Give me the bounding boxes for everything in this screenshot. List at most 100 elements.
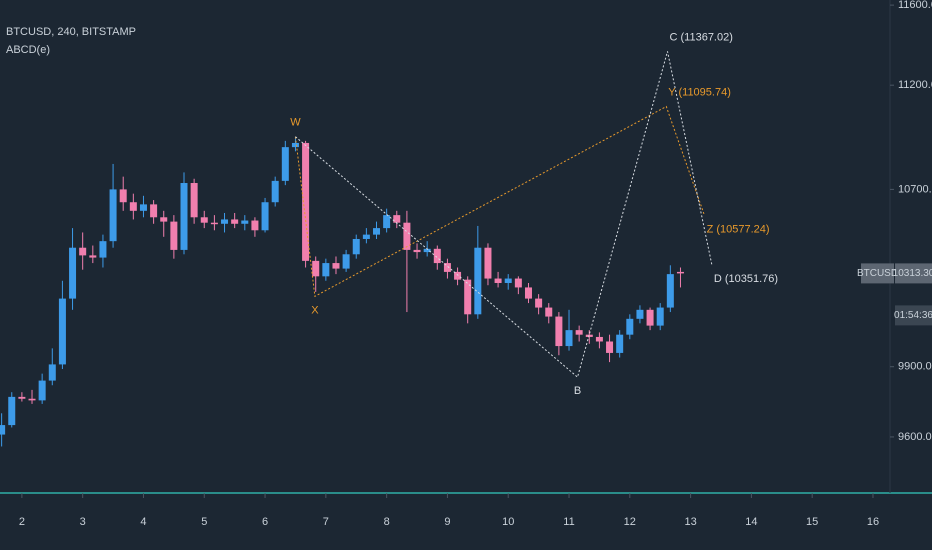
candle-body bbox=[393, 215, 401, 223]
candle-body bbox=[342, 254, 350, 269]
y-tick-label: 11600.00 bbox=[898, 0, 932, 11]
x-tick-label: 2 bbox=[19, 516, 25, 528]
candle-body bbox=[38, 380, 46, 401]
candle-body bbox=[454, 271, 462, 280]
candle-body bbox=[494, 278, 502, 283]
symbol-title: BTCUSD, 240, BITSTAMP bbox=[6, 26, 136, 38]
indicator-name: ABCD(e) bbox=[6, 44, 50, 56]
y-tick-label: 9600.00 bbox=[898, 431, 932, 443]
wxyz-point-label: Z (10577.24) bbox=[707, 224, 770, 236]
wxyz-pattern-line bbox=[294, 105, 706, 298]
candle-body bbox=[291, 142, 299, 148]
candle-body bbox=[231, 219, 239, 224]
candle-body bbox=[524, 287, 532, 299]
x-tick-label: 3 bbox=[80, 516, 86, 528]
candle-body bbox=[433, 248, 441, 264]
candle-body bbox=[676, 271, 684, 274]
candle-body bbox=[575, 330, 583, 335]
candle-body bbox=[514, 278, 522, 288]
x-tick-label: 4 bbox=[140, 516, 146, 528]
abcd-point-label: D (10351.76) bbox=[714, 273, 778, 285]
candle-body bbox=[423, 248, 431, 253]
candle-body bbox=[636, 309, 644, 319]
candle-body bbox=[595, 336, 603, 342]
x-tick-label: 14 bbox=[745, 516, 757, 528]
candle-body bbox=[616, 334, 624, 353]
candle-body bbox=[332, 263, 340, 269]
candle-body bbox=[322, 263, 330, 277]
candle-body bbox=[69, 247, 77, 299]
candle-body bbox=[89, 255, 97, 258]
candle-body bbox=[251, 220, 259, 231]
x-tick-label: 5 bbox=[201, 516, 207, 528]
candle-body bbox=[302, 142, 310, 261]
candle-body bbox=[464, 279, 472, 315]
candle-body bbox=[413, 249, 421, 253]
candle-body bbox=[241, 220, 249, 224]
candle-body bbox=[545, 307, 553, 317]
x-tick-label: 16 bbox=[867, 516, 879, 528]
x-tick-label: 11 bbox=[563, 516, 574, 528]
candle-body bbox=[352, 238, 360, 255]
candle-body bbox=[79, 247, 87, 256]
candle-body bbox=[0, 425, 6, 435]
candle-body bbox=[28, 398, 36, 401]
candle-body bbox=[210, 222, 218, 225]
candle-body bbox=[535, 298, 543, 308]
candle-body bbox=[129, 202, 137, 211]
candle-body bbox=[555, 316, 563, 347]
x-tick-label: 7 bbox=[323, 516, 329, 528]
candle-body bbox=[190, 183, 198, 218]
candle-body bbox=[99, 241, 107, 258]
y-tick-label: 9900.00 bbox=[898, 361, 932, 373]
candle-body bbox=[200, 217, 208, 223]
candle-body bbox=[484, 247, 492, 279]
candle-body bbox=[474, 247, 482, 315]
candle-body bbox=[119, 189, 127, 203]
x-tick-label: 8 bbox=[384, 516, 390, 528]
candle-body bbox=[443, 263, 451, 272]
candle-body bbox=[656, 307, 664, 326]
x-tick-label: 10 bbox=[502, 516, 514, 528]
candle-body bbox=[221, 219, 229, 224]
candle-body bbox=[170, 221, 178, 250]
x-tick-label: 6 bbox=[262, 516, 268, 528]
countdown-text: 01:54:36 bbox=[894, 310, 932, 321]
wxyz-point-label: W bbox=[290, 117, 301, 129]
abcd-point-label: C (11367.02) bbox=[670, 31, 733, 43]
price-tag-text: 10313.30 bbox=[893, 268, 932, 279]
candle-body bbox=[362, 234, 370, 239]
candle-body bbox=[281, 147, 289, 181]
candle-body bbox=[373, 228, 381, 235]
candle-body bbox=[646, 309, 654, 326]
candle-body bbox=[565, 330, 573, 347]
wxyz-point-label: X bbox=[311, 304, 319, 316]
candle-body bbox=[383, 215, 391, 229]
candle-body bbox=[8, 396, 16, 426]
candle-body bbox=[109, 189, 117, 242]
wxyz-point-label: Y (11095.74) bbox=[668, 86, 731, 98]
candle-body bbox=[18, 396, 26, 399]
x-tick-label: 13 bbox=[684, 516, 696, 528]
price-tag bbox=[895, 263, 932, 284]
candle-body bbox=[58, 298, 66, 365]
price-tag-symbol-text: BTCUSD bbox=[857, 268, 898, 279]
candle-body bbox=[626, 318, 634, 335]
y-tick-label: 10700.00 bbox=[898, 183, 932, 195]
candle-body bbox=[150, 204, 158, 218]
candle-body bbox=[180, 183, 188, 250]
candle-body bbox=[312, 260, 320, 277]
candle-body bbox=[139, 204, 147, 211]
candle-body bbox=[271, 180, 279, 203]
candle-body bbox=[666, 274, 674, 308]
x-tick-label: 9 bbox=[444, 516, 450, 528]
candle-body bbox=[606, 341, 614, 353]
price-tag-symbol bbox=[861, 263, 894, 284]
x-tick-label: 15 bbox=[806, 516, 818, 528]
candle-body bbox=[261, 202, 269, 231]
abcd-pattern-line bbox=[295, 51, 713, 379]
countdown-tag bbox=[895, 305, 932, 326]
